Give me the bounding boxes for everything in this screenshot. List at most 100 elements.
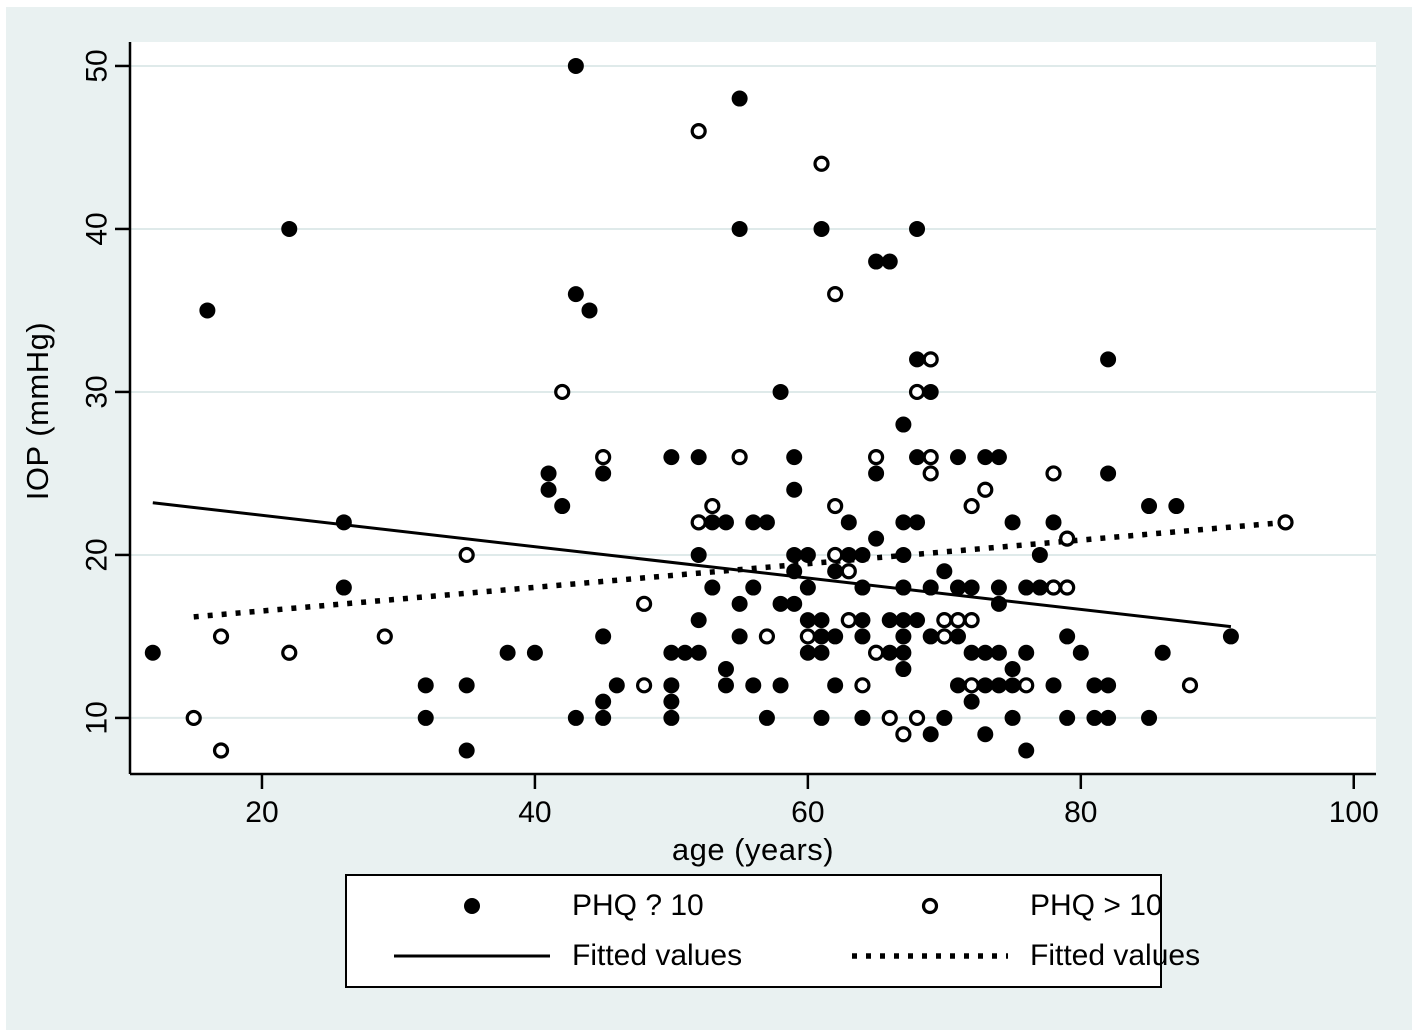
scatter-point-filled (717, 677, 734, 694)
legend-label-fitted-dotted: Fitted values (1030, 939, 1201, 972)
scatter-point-filled (977, 449, 994, 466)
scatter-point-open (840, 612, 857, 629)
scatter-point-filled (813, 612, 830, 629)
scatter-point-open (1045, 579, 1062, 596)
scatter-point-filled (799, 579, 816, 596)
scatter-point-filled (690, 612, 707, 629)
scatter-point-filled (731, 220, 748, 237)
scatter-point-filled (854, 579, 871, 596)
scatter-point-filled (567, 709, 584, 726)
scatter-point-filled (704, 514, 721, 531)
scatter-point-filled (745, 514, 762, 531)
scatter-point-filled (417, 709, 434, 726)
scatter-point-open (936, 628, 953, 645)
scatter-point-open (281, 644, 298, 661)
scatter-point-filled (1004, 709, 1021, 726)
scatter-point-open (908, 709, 926, 727)
scatter-point-open (867, 449, 885, 466)
legend-label-phq-le-10: PHQ ? 10 (572, 889, 704, 922)
scatter-point-filled (881, 644, 898, 661)
scatter-point-filled (567, 57, 584, 74)
scatter-point-open (827, 286, 844, 303)
scatter-point-open (840, 563, 857, 580)
scatter-point-open (704, 497, 721, 515)
scatter-point-filled (540, 465, 557, 482)
scatter-point-filled (922, 579, 939, 596)
scatter-point-filled (663, 644, 680, 661)
scatter-point-filled (1059, 628, 1076, 645)
scatter-point-filled (990, 449, 1007, 466)
scatter-point-filled (1222, 628, 1239, 645)
scatter-point-filled (1086, 677, 1103, 694)
scatter-point-filled (909, 220, 926, 237)
scatter-point-filled (895, 661, 912, 678)
scatter-point-filled (1045, 677, 1062, 694)
legend-dotted-line-icon (850, 951, 1010, 961)
y-tick-label: 10 (81, 701, 114, 734)
scatter-point-filled (881, 612, 898, 629)
scatter-point-filled (922, 383, 939, 400)
scatter-point-filled (799, 612, 816, 629)
scatter-point-filled (786, 595, 803, 612)
scatter-point-filled (895, 514, 912, 531)
scatter-point-filled (881, 253, 898, 270)
scatter-point-filled (1086, 709, 1103, 726)
scatter-point-open (185, 709, 202, 727)
scatter-point-filled (717, 514, 734, 531)
x-tick-label: 20 (245, 796, 278, 829)
scatter-point-filled (731, 595, 748, 612)
scatter-point-filled (922, 726, 939, 743)
scatter-point-open (1181, 677, 1199, 694)
scatter-point-filled (608, 677, 625, 694)
scatter-point-filled (990, 595, 1007, 612)
scatter-point-filled (677, 644, 694, 661)
scatter-point-filled (772, 677, 789, 694)
scatter-point-open (554, 383, 571, 401)
scatter-point-filled (1168, 498, 1185, 515)
scatter-point-filled (540, 481, 557, 498)
scatter-point-open (963, 677, 980, 694)
scatter-point-filled (909, 351, 926, 368)
scatter-point-filled (499, 644, 516, 661)
scatter-point-filled (827, 628, 844, 645)
scatter-point-filled (854, 546, 871, 563)
scatter-point-filled (936, 563, 953, 580)
scatter-point-filled (868, 530, 885, 547)
legend-solid-line-icon (392, 952, 552, 960)
scatter-point-filled (909, 514, 926, 531)
scatter-point-open (977, 481, 994, 498)
scatter-point-filled (690, 644, 707, 661)
scatter-point-filled (868, 253, 885, 270)
scatter-point-filled (895, 644, 912, 661)
scatter-point-filled (458, 677, 475, 694)
scatter-point-filled (554, 498, 571, 515)
scatter-point-open (212, 742, 230, 759)
scatter-point-filled (799, 546, 816, 563)
scatter-point-open (827, 497, 844, 515)
scatter-point-filled (1018, 742, 1035, 759)
scatter-point-filled (936, 709, 953, 726)
scatter-point-open (758, 628, 776, 645)
scatter-point-filled (1004, 514, 1021, 531)
scatter-point-filled (813, 709, 830, 726)
series-phq-gt-10 (185, 123, 1294, 759)
scatter-point-open (731, 449, 748, 466)
x-tick-label: 60 (791, 796, 824, 829)
scatter-point-filled (1100, 677, 1117, 694)
scatter-point-filled (840, 546, 857, 563)
scatter-point-open (635, 677, 653, 694)
series-phq-le-10 (144, 57, 1239, 759)
scatter-point-filled (281, 220, 298, 237)
scatter-point-filled (909, 612, 926, 629)
scatter-point-filled (1031, 546, 1048, 563)
scatter-point-filled (690, 449, 707, 466)
scatter-point-filled (786, 481, 803, 498)
scatter-point-filled (690, 546, 707, 563)
scatter-point-filled (868, 465, 885, 482)
scatter-point-filled (581, 302, 598, 319)
scatter-point-filled (595, 465, 612, 482)
scatter-point-open (827, 546, 844, 564)
scatter-point-filled (840, 514, 857, 531)
scatter-point-filled (949, 677, 966, 694)
scatter-point-filled (799, 644, 816, 661)
